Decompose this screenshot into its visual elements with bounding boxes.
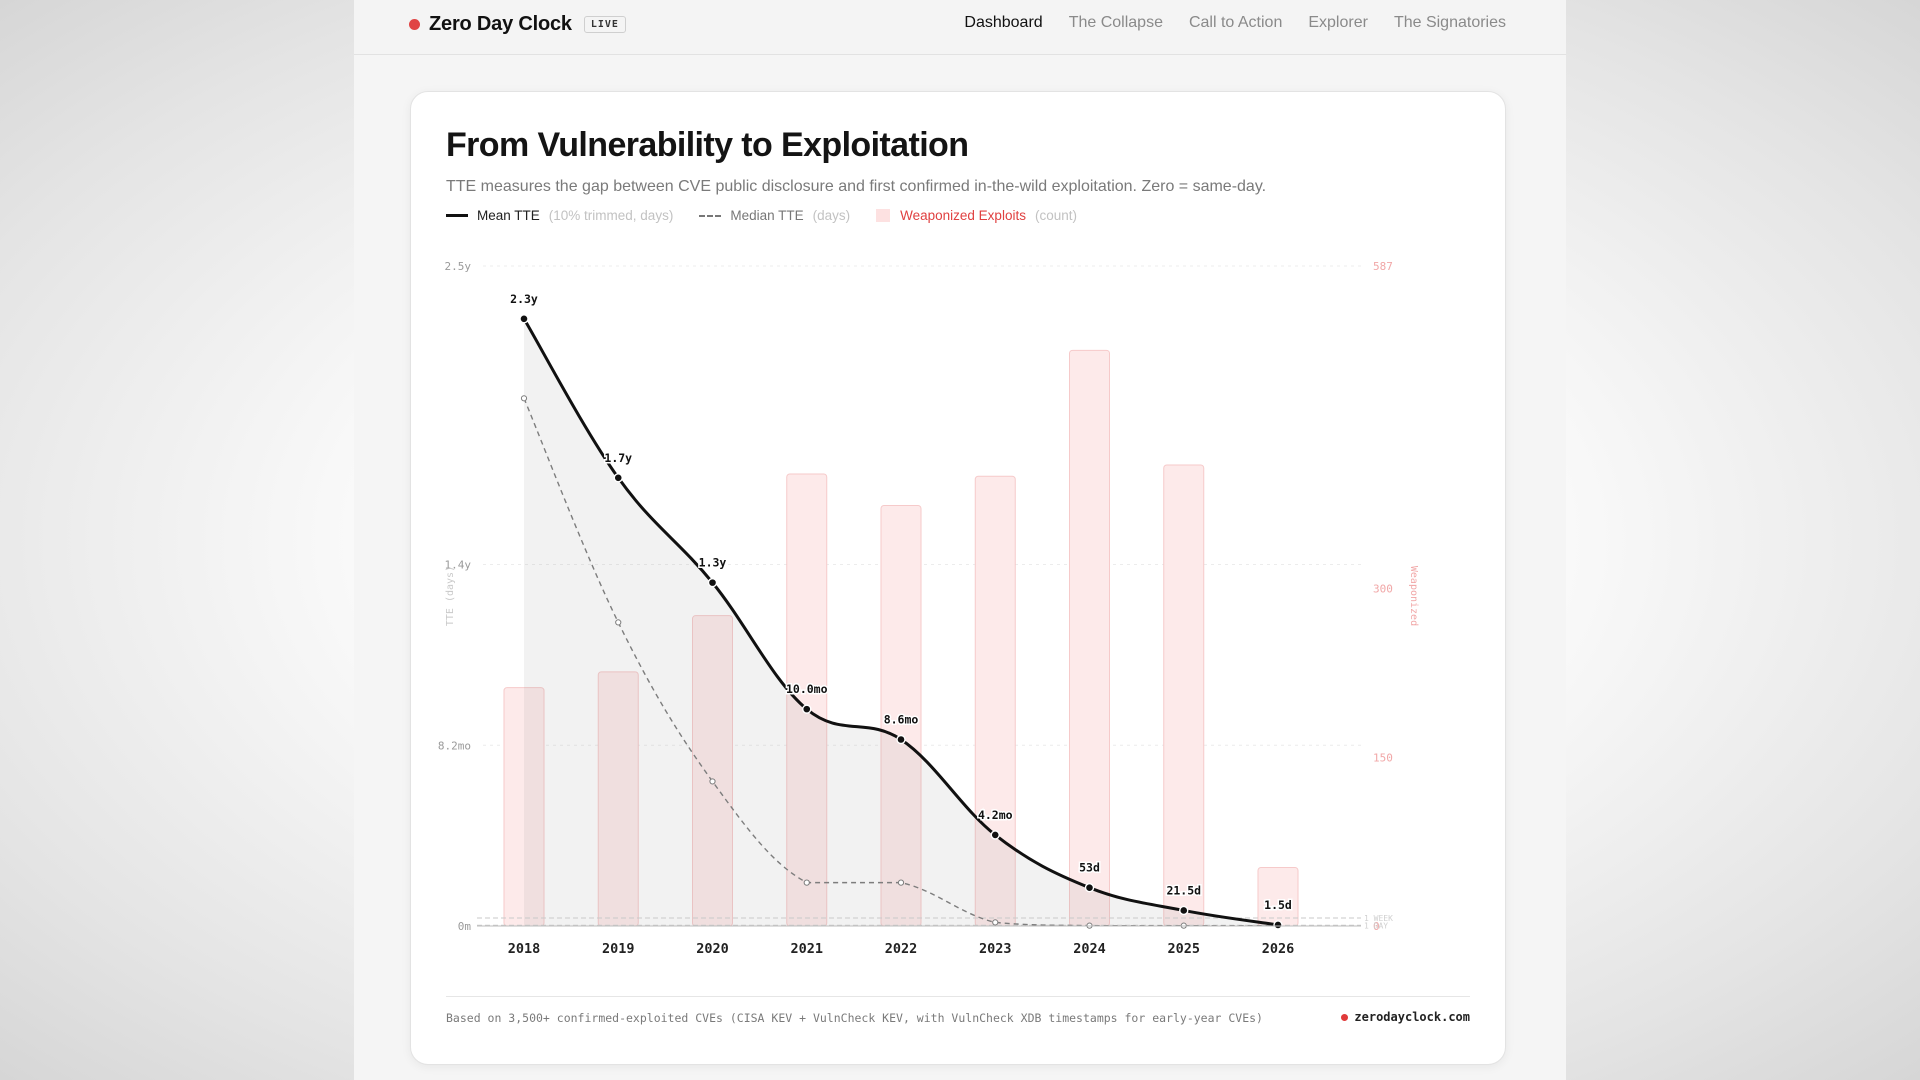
nav-call-to-action[interactable]: Call to Action xyxy=(1188,14,1283,31)
legend-median-unit: (days) xyxy=(812,208,851,223)
reference-line-label: 1 DAY xyxy=(1364,921,1388,930)
legend-median-label: Median TTE xyxy=(730,208,804,223)
mean-point xyxy=(1179,905,1189,916)
mean-data-label: 1.3y xyxy=(699,556,727,570)
legend-mean-label: Mean TTE xyxy=(477,208,540,223)
site-link-label: zerodayclock.com xyxy=(1354,1010,1470,1024)
mean-point xyxy=(613,473,623,483)
main-nav: Dashboard The Collapse Call to Action Ex… xyxy=(964,14,1506,32)
y-left-tick-label: 2.5y xyxy=(445,260,472,273)
nav-the-collapse[interactable]: The Collapse xyxy=(1068,14,1163,31)
brand[interactable]: Zero Day Clock LIVE xyxy=(409,13,626,36)
x-tick-label: 2020 xyxy=(696,941,729,957)
mean-area-fill xyxy=(524,318,1278,926)
chart-card: 0m 8.2mo 1.4y 2.5y 0 150 300 587 TTE (days) Weapo… xyxy=(410,91,1506,1065)
data-source-footnote: Based on 3,500+ confirmed-exploited CVEs… xyxy=(446,1011,1263,1025)
median-point xyxy=(992,919,999,926)
y-right-tick-label: 300 xyxy=(1373,583,1393,596)
mean-line xyxy=(522,318,1279,927)
mean-point xyxy=(519,314,529,324)
exploit-bar xyxy=(1069,349,1110,927)
mean-point xyxy=(990,830,1000,840)
y-right-axis-title: Weaponized xyxy=(1408,566,1419,626)
chart-legend: Mean TTE (10% trimmed, days) Median TTE … xyxy=(446,208,1103,223)
median-point xyxy=(615,619,622,626)
legend-exploits-label: Weaponized Exploits xyxy=(900,208,1026,223)
exploit-bar xyxy=(1257,867,1299,927)
nav-explorer[interactable]: Explorer xyxy=(1308,14,1368,31)
mean-data-label: 2.3y xyxy=(510,292,538,306)
y-right-tick-label: 150 xyxy=(1373,751,1393,764)
live-badge: LIVE xyxy=(583,16,626,33)
brand-name: Zero Day Clock xyxy=(429,13,572,35)
x-tick-label: 2019 xyxy=(602,941,635,957)
top-navbar: Zero Day Clock LIVE Dashboard The Collap… xyxy=(354,0,1566,55)
mean-point xyxy=(707,577,718,588)
legend-mean-unit: (10% trimmed, days) xyxy=(548,208,674,223)
y-left-axis-title: TTE (days) xyxy=(445,566,456,626)
chart-title: From Vulnerability to Exploitation xyxy=(446,126,969,164)
mean-point xyxy=(802,704,812,714)
mean-data-label: 1.7y xyxy=(604,451,632,465)
y-left-tick-label: 1.4y xyxy=(445,559,472,572)
legend-exploits-swatch-icon xyxy=(876,209,891,222)
live-status-dot xyxy=(409,19,420,30)
mean-data-label: 21.5d xyxy=(1166,883,1201,897)
mean-point xyxy=(896,734,906,745)
reference-line-label: 1 WEEK xyxy=(1364,914,1393,923)
mean-data-label: 10.0mo xyxy=(786,682,828,696)
x-tick-label: 2021 xyxy=(790,941,823,957)
tte-chart: 0m 8.2mo 1.4y 2.5y 0 150 300 587 TTE (days) Weapo… xyxy=(438,260,1419,957)
mean-data-label: 1.5d xyxy=(1264,898,1292,912)
mean-point xyxy=(1273,920,1283,930)
y-left-tick-label: 0m xyxy=(458,920,472,933)
mean-data-label: 4.2mo xyxy=(978,808,1013,822)
mean-point xyxy=(1084,882,1095,893)
y-right-tick-label: 587 xyxy=(1373,260,1393,273)
y-left-tick-label: 8.2mo xyxy=(438,739,471,752)
legend-exploits-unit: (count) xyxy=(1034,208,1077,223)
y-right-tick-label: 0 xyxy=(1373,920,1380,933)
nav-dashboard[interactable]: Dashboard xyxy=(964,14,1043,31)
x-tick-label: 2022 xyxy=(885,941,918,957)
legend-mean[interactable]: Mean TTE (10% trimmed, days) xyxy=(446,208,673,223)
legend-exploits[interactable]: Weaponized Exploits (count) xyxy=(876,208,1077,223)
footer-divider xyxy=(446,996,1470,997)
median-point xyxy=(520,395,528,402)
mean-data-label: 53d xyxy=(1079,861,1100,875)
x-tick-label: 2018 xyxy=(508,941,541,957)
site-dot-icon xyxy=(1341,1013,1349,1021)
mean-data-label: 8.6mo xyxy=(884,712,919,726)
legend-median-dash-icon xyxy=(699,214,722,217)
median-point xyxy=(897,879,905,886)
median-point xyxy=(803,879,810,886)
site-link[interactable]: zerodayclock.com xyxy=(1341,1010,1470,1024)
x-tick-label: 2024 xyxy=(1073,941,1106,957)
legend-mean-line-icon xyxy=(446,214,468,217)
x-tick-label: 2025 xyxy=(1167,941,1200,957)
x-tick-label: 2023 xyxy=(979,941,1012,957)
nav-the-signatories[interactable]: The Signatories xyxy=(1393,14,1506,31)
x-tick-label: 2026 xyxy=(1262,941,1295,957)
chart-subtitle: TTE measures the gap between CVE public … xyxy=(446,178,1267,195)
median-point xyxy=(709,778,716,785)
exploit-bar xyxy=(1163,464,1205,927)
legend-median[interactable]: Median TTE (days) xyxy=(699,208,850,223)
